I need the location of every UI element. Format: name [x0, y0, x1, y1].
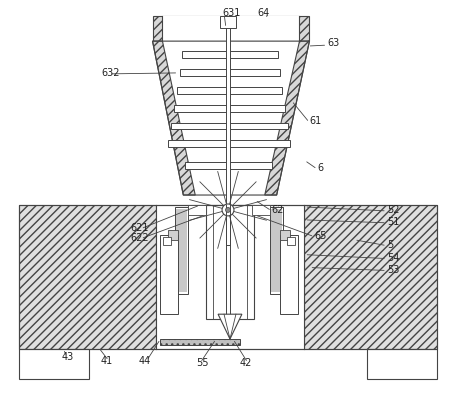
Bar — [155, 205, 304, 349]
Text: 5: 5 — [386, 240, 392, 250]
Bar — [160, 235, 178, 314]
Bar — [220, 16, 235, 28]
Bar — [185, 162, 271, 169]
Bar — [206, 205, 253, 319]
Bar — [162, 16, 299, 41]
Text: 631: 631 — [222, 8, 240, 18]
Bar — [168, 230, 178, 240]
Text: 632: 632 — [101, 68, 119, 78]
Bar — [163, 237, 171, 245]
Bar — [20, 205, 435, 349]
Bar — [366, 349, 435, 379]
Polygon shape — [304, 205, 435, 349]
Text: 53: 53 — [386, 265, 399, 275]
Bar — [177, 87, 281, 94]
Text: 51: 51 — [386, 217, 399, 227]
Text: 42: 42 — [239, 358, 252, 368]
Bar — [174, 105, 284, 111]
Bar — [279, 235, 297, 314]
Text: 52: 52 — [386, 205, 399, 215]
Text: 55: 55 — [196, 358, 208, 368]
Bar — [188, 205, 206, 215]
Text: 64: 64 — [257, 8, 269, 18]
Text: 63: 63 — [327, 38, 339, 48]
Text: 622: 622 — [131, 233, 149, 243]
Polygon shape — [264, 41, 309, 195]
Text: 54: 54 — [386, 253, 399, 263]
Bar — [176, 209, 187, 293]
Bar — [286, 237, 294, 245]
Text: 44: 44 — [138, 356, 151, 366]
Text: 6: 6 — [317, 163, 323, 173]
Bar — [182, 51, 277, 58]
Bar — [168, 140, 289, 147]
Bar — [180, 69, 279, 76]
Text: 41: 41 — [101, 356, 113, 366]
Circle shape — [225, 207, 230, 213]
Bar — [160, 339, 239, 345]
Text: 62: 62 — [271, 205, 283, 215]
Text: 65: 65 — [313, 231, 326, 241]
Polygon shape — [152, 41, 195, 195]
Circle shape — [222, 204, 233, 216]
Bar — [270, 209, 281, 293]
Bar — [152, 16, 309, 41]
Bar — [269, 207, 282, 295]
Text: 61: 61 — [309, 115, 321, 125]
Text: 43: 43 — [61, 352, 73, 362]
Bar — [279, 230, 289, 240]
Bar — [251, 205, 269, 215]
Polygon shape — [20, 205, 155, 349]
Bar — [171, 123, 287, 129]
Bar — [175, 207, 188, 295]
Text: 621: 621 — [131, 223, 149, 233]
Polygon shape — [217, 314, 241, 339]
Polygon shape — [162, 41, 299, 195]
Bar — [226, 16, 229, 245]
Bar — [20, 349, 89, 379]
